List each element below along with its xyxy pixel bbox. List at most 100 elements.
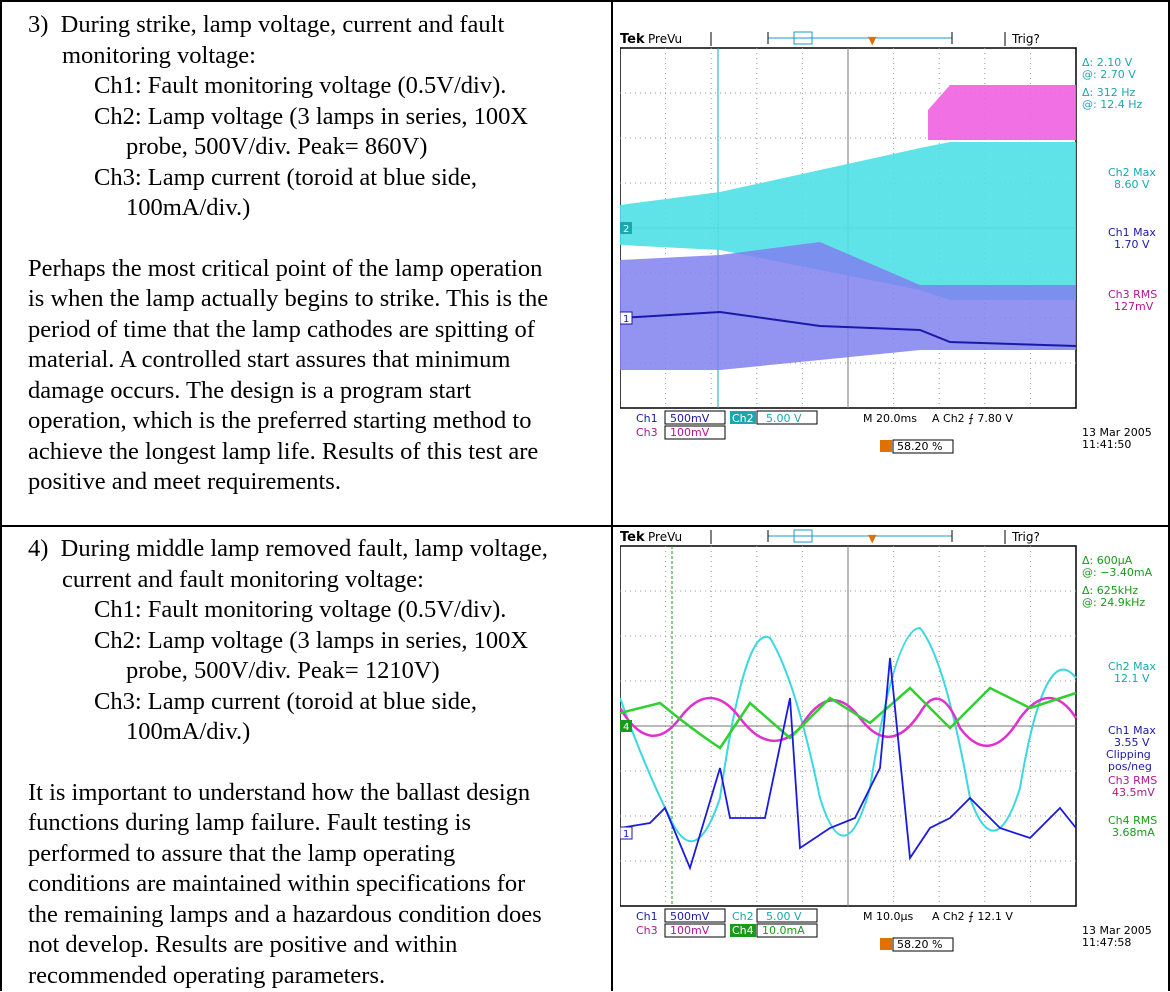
meas-label: Ch3 RMS [1108, 774, 1157, 787]
oscilloscope-capture-strike: Tek PreVu ▼ Trig? 2 1 [620, 30, 1170, 494]
meas-value: 12.1 V [1114, 672, 1150, 685]
paragraph-line: functions during lamp failure. Fault tes… [28, 809, 471, 836]
ch1-trace [620, 657, 1077, 871]
heading-line: monitoring voltage: [62, 41, 256, 69]
paragraph-line: the remaining lamps and a hazardous cond… [28, 900, 542, 928]
channel-2-desc: Ch2: Lamp voltage (3 lamps in series, 10… [94, 626, 529, 654]
meas-value: 3.55 V [1114, 736, 1150, 749]
svg-text:Ch1: Ch1 [636, 910, 658, 923]
clipping-label: Clipping [1106, 748, 1151, 761]
paragraph-line: damage occurs. The design is a program s… [28, 376, 472, 404]
svg-text:4: 4 [623, 722, 629, 733]
paragraph-line: material. A controlled start assures tha… [28, 346, 511, 373]
channel-3-desc: 100mA/div.) [126, 718, 251, 745]
ch1-scale: 500mV [670, 910, 710, 923]
ch1-scale: 500mV [670, 412, 710, 425]
capture-date: 13 Mar 2005 [1082, 426, 1152, 439]
ch2-scale: 5.00 V [766, 910, 802, 923]
meas-label: Ch4 RMS [1108, 814, 1157, 827]
trigger-setting: A Ch2 ⨍ 7.80 V [932, 412, 1013, 425]
scope-brand: Tek [620, 530, 645, 545]
freq-at: @: 12.4 Hz [1082, 98, 1142, 111]
paragraph-line: not develop. Results are positive and wi… [28, 931, 458, 958]
channel-2-desc: probe, 500V/div. Peak= 860V) [126, 133, 428, 160]
meas-value: 43.5mV [1112, 786, 1155, 799]
freq-at: @: 24.9kHz [1082, 596, 1145, 609]
cursor-at: @: −3.40mA [1082, 566, 1153, 579]
meas-value: 8.60 V [1114, 178, 1150, 191]
table-border-left [0, 0, 2, 991]
meas-label: Ch3 RMS [1108, 288, 1157, 301]
paragraph-line: Perhaps the most critical point of the l… [28, 254, 543, 282]
table-border-top [0, 0, 1170, 2]
table-column-divider [611, 0, 613, 991]
channel-1-desc: Ch1: Fault monitoring voltage (0.5V/div)… [94, 72, 507, 99]
paragraph-line: performed to assure that the lamp operat… [28, 839, 456, 867]
paragraph-line: is when the lamp actually begins to stri… [28, 285, 549, 312]
svg-text:Ch1: Ch1 [636, 412, 658, 425]
scope-mode: PreVu [648, 530, 682, 544]
timebase: M 20.0ms [863, 412, 917, 425]
trigger-position: 58.20 % [897, 440, 942, 453]
section-3-paragraph: Perhaps the most critical point of the l… [28, 254, 598, 498]
timebase: M 10.0μs [863, 910, 913, 923]
ch4-trace [620, 686, 1077, 750]
freq-delta: Δ: 312 Hz [1082, 86, 1135, 99]
oscilloscope-capture-fault: Tek PreVu ▼ Trig? 4 1 Δ: [620, 528, 1170, 992]
scope-mode: PreVu [648, 32, 682, 46]
scope-brand: Tek [620, 32, 645, 47]
trigger-marker-icon: ▼ [868, 532, 877, 545]
ch3-trace [928, 85, 1076, 140]
paragraph-line: positive and meet requirements. [28, 468, 341, 495]
freq-delta: Δ: 625kHz [1082, 584, 1138, 597]
svg-text:2: 2 [623, 224, 629, 235]
meas-value: 127mV [1114, 300, 1154, 313]
section-3-heading: 3) During strike, lamp voltage, current … [28, 10, 598, 41]
meas-value: 1.70 V [1114, 238, 1150, 251]
channel-3-desc: 100mA/div.) [126, 194, 251, 221]
section-4-text: 4) During middle lamp removed fault, lam… [28, 534, 598, 991]
channel-1-desc: Ch1: Fault monitoring voltage (0.5V/div)… [94, 596, 507, 623]
channel-3-desc: Ch3: Lamp current (toroid at blue side, [94, 687, 478, 715]
heading-line: During middle lamp removed fault, lamp v… [60, 535, 548, 562]
section-3-text: 3) During strike, lamp voltage, current … [28, 10, 598, 498]
paragraph-line: recommended operating parameters. [28, 961, 386, 989]
table-border-right [1168, 0, 1170, 991]
meas-label: Ch2 Max [1108, 166, 1156, 179]
trig-status: Trig? [1011, 32, 1040, 46]
paragraph-line: It is important to understand how the ba… [28, 778, 531, 806]
svg-text:Ch4: Ch4 [732, 924, 754, 937]
ch2-trace [620, 626, 1077, 843]
meas-value: 3.68mA [1112, 826, 1155, 839]
channel-2-desc: probe, 500V/div. Peak= 1210V) [126, 657, 440, 684]
capture-date: 13 Mar 2005 [1082, 924, 1152, 937]
table-row-divider [0, 525, 1170, 527]
ch2-trace [620, 142, 1076, 300]
meas-label: Ch1 Max [1108, 724, 1156, 737]
paragraph-line: operation, which is the preferred starti… [28, 407, 532, 434]
heading-line: current and fault monitoring voltage: [62, 565, 424, 593]
cursor-delta: Δ: 2.10 V [1082, 56, 1133, 69]
svg-text:Ch3: Ch3 [636, 426, 658, 439]
section-4-paragraph: It is important to understand how the ba… [28, 778, 598, 992]
ch1-trace [620, 242, 1076, 370]
trig-status: Trig? [1011, 530, 1040, 544]
meas-label: Ch2 Max [1108, 660, 1156, 673]
cursor-delta: Δ: 600μA [1082, 554, 1133, 567]
svg-text:1: 1 [623, 829, 629, 840]
meas-label: Ch1 Max [1108, 226, 1156, 239]
capture-time: 11:41:50 [1082, 438, 1131, 451]
channel-2-desc: Ch2: Lamp voltage (3 lamps in series, 10… [94, 102, 529, 130]
trigger-setting: A Ch2 ⨍ 12.1 V [932, 910, 1013, 923]
paragraph-line: conditions are maintained within specifi… [28, 870, 526, 897]
trigger-marker-icon: ▼ [868, 34, 877, 47]
cursor-at: @: 2.70 V [1082, 68, 1136, 81]
capture-time: 11:47:58 [1082, 936, 1131, 949]
channel-3-desc: Ch3: Lamp current (toroid at blue side, [94, 163, 478, 191]
svg-text:Ch3: Ch3 [636, 924, 658, 937]
section-4-heading: 4) During middle lamp removed fault, lam… [28, 534, 598, 565]
heading-line: During strike, lamp voltage, current and… [60, 11, 505, 38]
ch2-scale: 5.00 V [766, 412, 802, 425]
ch3-scale: 100mV [670, 426, 710, 439]
